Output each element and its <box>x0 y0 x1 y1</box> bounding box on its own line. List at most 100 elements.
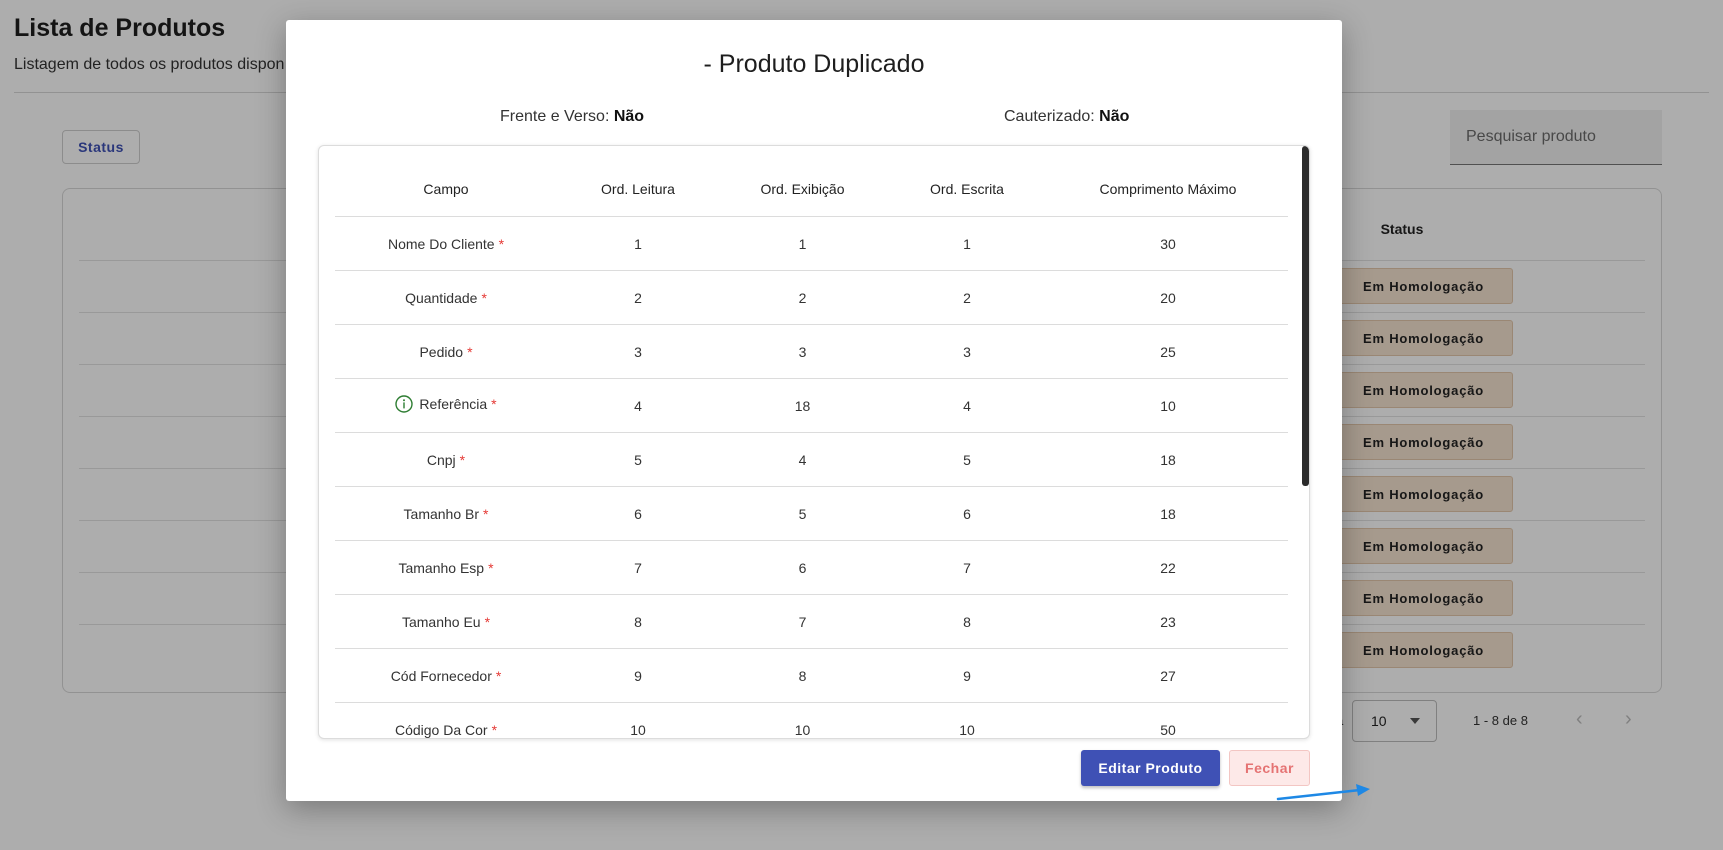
comprimento-maximo-cell: 18 <box>1048 486 1288 541</box>
table-row: Nome Do Cliente * 1 1 1 30 <box>335 216 1288 271</box>
field-name: Tamanho Br <box>403 505 480 522</box>
comprimento-maximo-cell: 23 <box>1048 594 1288 649</box>
ord-escrita-cell: 10 <box>886 702 1048 738</box>
ord-exibicao-cell: 10 <box>719 702 886 738</box>
field-name: Nome Do Cliente <box>387 235 495 252</box>
field-name-cell: Referência * <box>335 378 557 433</box>
field-name-cell: Cnpj * <box>335 432 557 487</box>
edit-product-button[interactable]: Editar Produto <box>1081 750 1220 786</box>
ord-leitura-cell: 3 <box>557 324 719 379</box>
ord-exibicao-cell: 3 <box>719 324 886 379</box>
ord-exibicao-cell: 18 <box>719 378 886 433</box>
table-row: Pedido * 3 3 3 25 <box>335 324 1288 379</box>
table-scrollbar[interactable] <box>1302 146 1309 486</box>
ord-leitura-cell: 7 <box>557 540 719 595</box>
ord-escrita-cell: 9 <box>886 648 1048 703</box>
annotation-arrow-icon <box>1276 784 1370 801</box>
status-badge[interactable]: Em Homologação <box>1334 632 1513 668</box>
table-row: Tamanho Eu * 8 7 8 23 <box>335 594 1288 649</box>
pagination-range: 1 - 8 de 8 <box>1473 713 1528 728</box>
field-name: Referência <box>419 396 488 412</box>
frente-verso-info: Frente e Verso: Não <box>500 108 644 126</box>
ord-leitura-cell: 6 <box>557 486 719 541</box>
field-name-cell: Pedido * <box>335 324 557 379</box>
required-marker: * <box>484 613 491 630</box>
ord-escrita-cell: 2 <box>886 270 1048 325</box>
ord-exibicao-cell: 6 <box>719 540 886 595</box>
ord-leitura-cell: 2 <box>557 270 719 325</box>
required-marker: * <box>491 396 497 412</box>
status-badge[interactable]: Em Homologação <box>1334 372 1513 408</box>
comprimento-maximo-cell: 27 <box>1048 648 1288 703</box>
table-row: Tamanho Br * 6 5 6 18 <box>335 486 1288 541</box>
field-name: Cód Fornecedor <box>390 667 492 684</box>
comprimento-maximo-cell: 20 <box>1048 270 1288 325</box>
fields-table-container: Campo Ord. Leitura Ord. Exibição Ord. Es… <box>318 145 1310 739</box>
ord-leitura-cell: 9 <box>557 648 719 703</box>
comprimento-maximo-cell: 18 <box>1048 432 1288 487</box>
field-name: Tamanho Eu <box>401 613 481 630</box>
status-badge[interactable]: Em Homologação <box>1334 320 1513 356</box>
rows-per-page-value: 10 <box>1371 713 1387 729</box>
field-name-cell: Tamanho Eu * <box>335 594 557 649</box>
dialog-title: - Produto Duplicado <box>703 50 925 78</box>
ord-escrita-cell: 4 <box>886 378 1048 433</box>
page-title: Lista de Produtos <box>14 14 226 42</box>
cauterizado-label: Cauterizado: <box>1004 108 1095 125</box>
table-row: Quantidade * 2 2 2 20 <box>335 270 1288 325</box>
comprimento-maximo-cell: 25 <box>1048 324 1288 379</box>
ord-escrita-cell: 3 <box>886 324 1048 379</box>
field-name: Cnpj <box>426 451 456 468</box>
cauterizado-value: Não <box>1099 108 1130 125</box>
caret-down-icon <box>1410 718 1420 724</box>
search-input[interactable]: Pesquisar produto <box>1450 110 1662 165</box>
required-marker: * <box>467 343 473 360</box>
required-marker: * <box>483 505 489 522</box>
status-badge[interactable]: Em Homologação <box>1334 528 1513 564</box>
field-name-cell: Tamanho Esp * <box>335 540 557 595</box>
ord-escrita-cell: 8 <box>886 594 1048 649</box>
field-name: Código Da Cor <box>394 721 488 738</box>
info-circle-icon[interactable] <box>395 395 414 416</box>
required-marker: * <box>491 721 498 738</box>
ord-exibicao-cell: 4 <box>719 432 886 487</box>
column-header-campo: Campo <box>335 162 557 217</box>
ord-leitura-cell: 10 <box>557 702 719 738</box>
table-row: Código Da Cor * 10 10 10 50 <box>335 702 1288 738</box>
status-badge[interactable]: Em Homologação <box>1334 580 1513 616</box>
ord-leitura-cell: 1 <box>557 216 719 271</box>
cauterizado-info: Cauterizado: Não <box>1004 108 1129 126</box>
required-marker: * <box>481 289 487 306</box>
column-header-exibicao: Ord. Exibição <box>719 162 886 217</box>
field-name-cell: Cód Fornecedor * <box>335 648 557 703</box>
status-badge[interactable]: Em Homologação <box>1334 268 1513 304</box>
chevron-left-icon[interactable]: ‹ <box>1576 708 1583 730</box>
column-header-leitura: Ord. Leitura <box>557 162 719 217</box>
ord-escrita-cell: 6 <box>886 486 1048 541</box>
comprimento-maximo-cell: 30 <box>1048 216 1288 271</box>
status-column-header: Status <box>1380 221 1424 237</box>
required-marker: * <box>495 667 502 684</box>
ord-escrita-cell: 1 <box>886 216 1048 271</box>
ord-leitura-cell: 5 <box>557 432 719 487</box>
required-marker: * <box>488 559 494 576</box>
ord-escrita-cell: 7 <box>886 540 1048 595</box>
field-name: Quantidade <box>405 289 478 306</box>
column-header-escrita: Ord. Escrita <box>886 162 1048 217</box>
close-button[interactable]: Fechar <box>1229 750 1310 786</box>
page-subtitle: Listagem de todos os produtos dispon <box>14 56 285 73</box>
frente-verso-value: Não <box>613 108 645 125</box>
field-name-cell: Nome Do Cliente * <box>335 216 557 271</box>
fields-table: Campo Ord. Leitura Ord. Exibição Ord. Es… <box>335 162 1288 738</box>
status-badge[interactable]: Em Homologação <box>1334 476 1513 512</box>
comprimento-maximo-cell: 22 <box>1048 540 1288 595</box>
ord-exibicao-cell: 1 <box>719 216 886 271</box>
column-header-comprimento: Comprimento Máximo <box>1048 162 1288 217</box>
chevron-right-icon[interactable]: › <box>1625 708 1632 730</box>
table-row: Cód Fornecedor * 9 8 9 27 <box>335 648 1288 703</box>
field-name-cell: Tamanho Br * <box>335 486 557 541</box>
status-filter-button[interactable]: Status <box>62 130 140 164</box>
ord-exibicao-cell: 7 <box>719 594 886 649</box>
field-name: Tamanho Esp <box>398 559 485 576</box>
rows-per-page-select[interactable]: 10 <box>1352 700 1437 742</box>
